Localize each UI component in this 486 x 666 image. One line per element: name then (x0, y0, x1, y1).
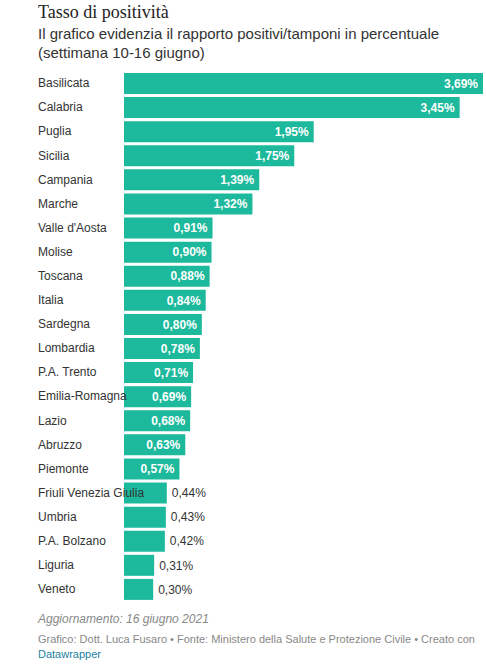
svg-text:Basilicata: Basilicata (38, 76, 90, 90)
svg-text:Molise: Molise (38, 245, 73, 259)
svg-text:0,69%: 0,69% (152, 390, 186, 404)
svg-text:Emilia-Romagna: Emilia-Romagna (38, 389, 127, 403)
svg-text:0,42%: 0,42% (170, 534, 204, 548)
svg-text:Italia: Italia (38, 293, 64, 307)
svg-text:Calabria: Calabria (38, 100, 83, 114)
svg-text:Valle d'Aosta: Valle d'Aosta (38, 221, 107, 235)
svg-text:Sardegna: Sardegna (38, 317, 90, 331)
svg-text:3,69%: 3,69% (444, 77, 478, 91)
html-text:Datawrapper: Datawrapper (38, 648, 101, 660)
svg-text:P.A. Trento: P.A. Trento (38, 365, 97, 379)
svg-text:0,63%: 0,63% (146, 438, 180, 452)
svg-text:0,68%: 0,68% (151, 414, 185, 428)
svg-text:Lazio: Lazio (38, 414, 67, 428)
svg-text:Lombardia: Lombardia (38, 341, 95, 355)
svg-text:Veneto: Veneto (38, 582, 76, 596)
svg-text:Liguria: Liguria (38, 558, 74, 572)
svg-text:1,32%: 1,32% (213, 197, 247, 211)
html-text:Aggiornamento: 16 giugno 2021: Aggiornamento: 16 giugno 2021 (38, 612, 209, 626)
svg-text:Campania: Campania (38, 173, 93, 187)
svg-text:0,57%: 0,57% (140, 462, 174, 476)
html-text:Grafico: Dott. Luca Fusaro • F: Grafico: Dott. Luca Fusaro • Fonte: Mini… (38, 633, 475, 645)
svg-text:Abruzzo: Abruzzo (38, 438, 82, 452)
svg-text:0,84%: 0,84% (167, 294, 201, 308)
svg-text:Piemonte: Piemonte (38, 462, 89, 476)
html-text:Tasso di positività: Tasso di positività (38, 2, 169, 22)
svg-text:0,90%: 0,90% (173, 245, 207, 259)
svg-text:0,30%: 0,30% (158, 583, 192, 597)
svg-text:0,88%: 0,88% (171, 269, 205, 283)
svg-text:0,31%: 0,31% (159, 559, 193, 573)
svg-text:Umbria: Umbria (38, 510, 77, 524)
html-text:Il grafico evidenzia il rappor: Il grafico evidenzia il rapporto positiv… (38, 25, 440, 61)
svg-text:P.A. Bolzano: P.A. Bolzano (38, 534, 106, 548)
svg-text:0,78%: 0,78% (161, 342, 195, 356)
svg-text:1,95%: 1,95% (275, 125, 309, 139)
svg-text:1,75%: 1,75% (255, 149, 289, 163)
svg-text:Sicilia: Sicilia (38, 149, 70, 163)
svg-text:1,39%: 1,39% (220, 173, 254, 187)
svg-text:Toscana: Toscana (38, 269, 83, 283)
svg-text:Marche: Marche (38, 197, 78, 211)
svg-text:0,80%: 0,80% (163, 318, 197, 332)
svg-text:0,91%: 0,91% (174, 221, 208, 235)
svg-text:3,45%: 3,45% (421, 101, 455, 115)
svg-text:0,43%: 0,43% (171, 510, 205, 524)
svg-text:Friuli Venezia Giulia: Friuli Venezia Giulia (38, 486, 144, 500)
svg-text:0,44%: 0,44% (172, 486, 206, 500)
svg-text:0,71%: 0,71% (154, 366, 188, 380)
svg-text:Puglia: Puglia (38, 124, 72, 138)
